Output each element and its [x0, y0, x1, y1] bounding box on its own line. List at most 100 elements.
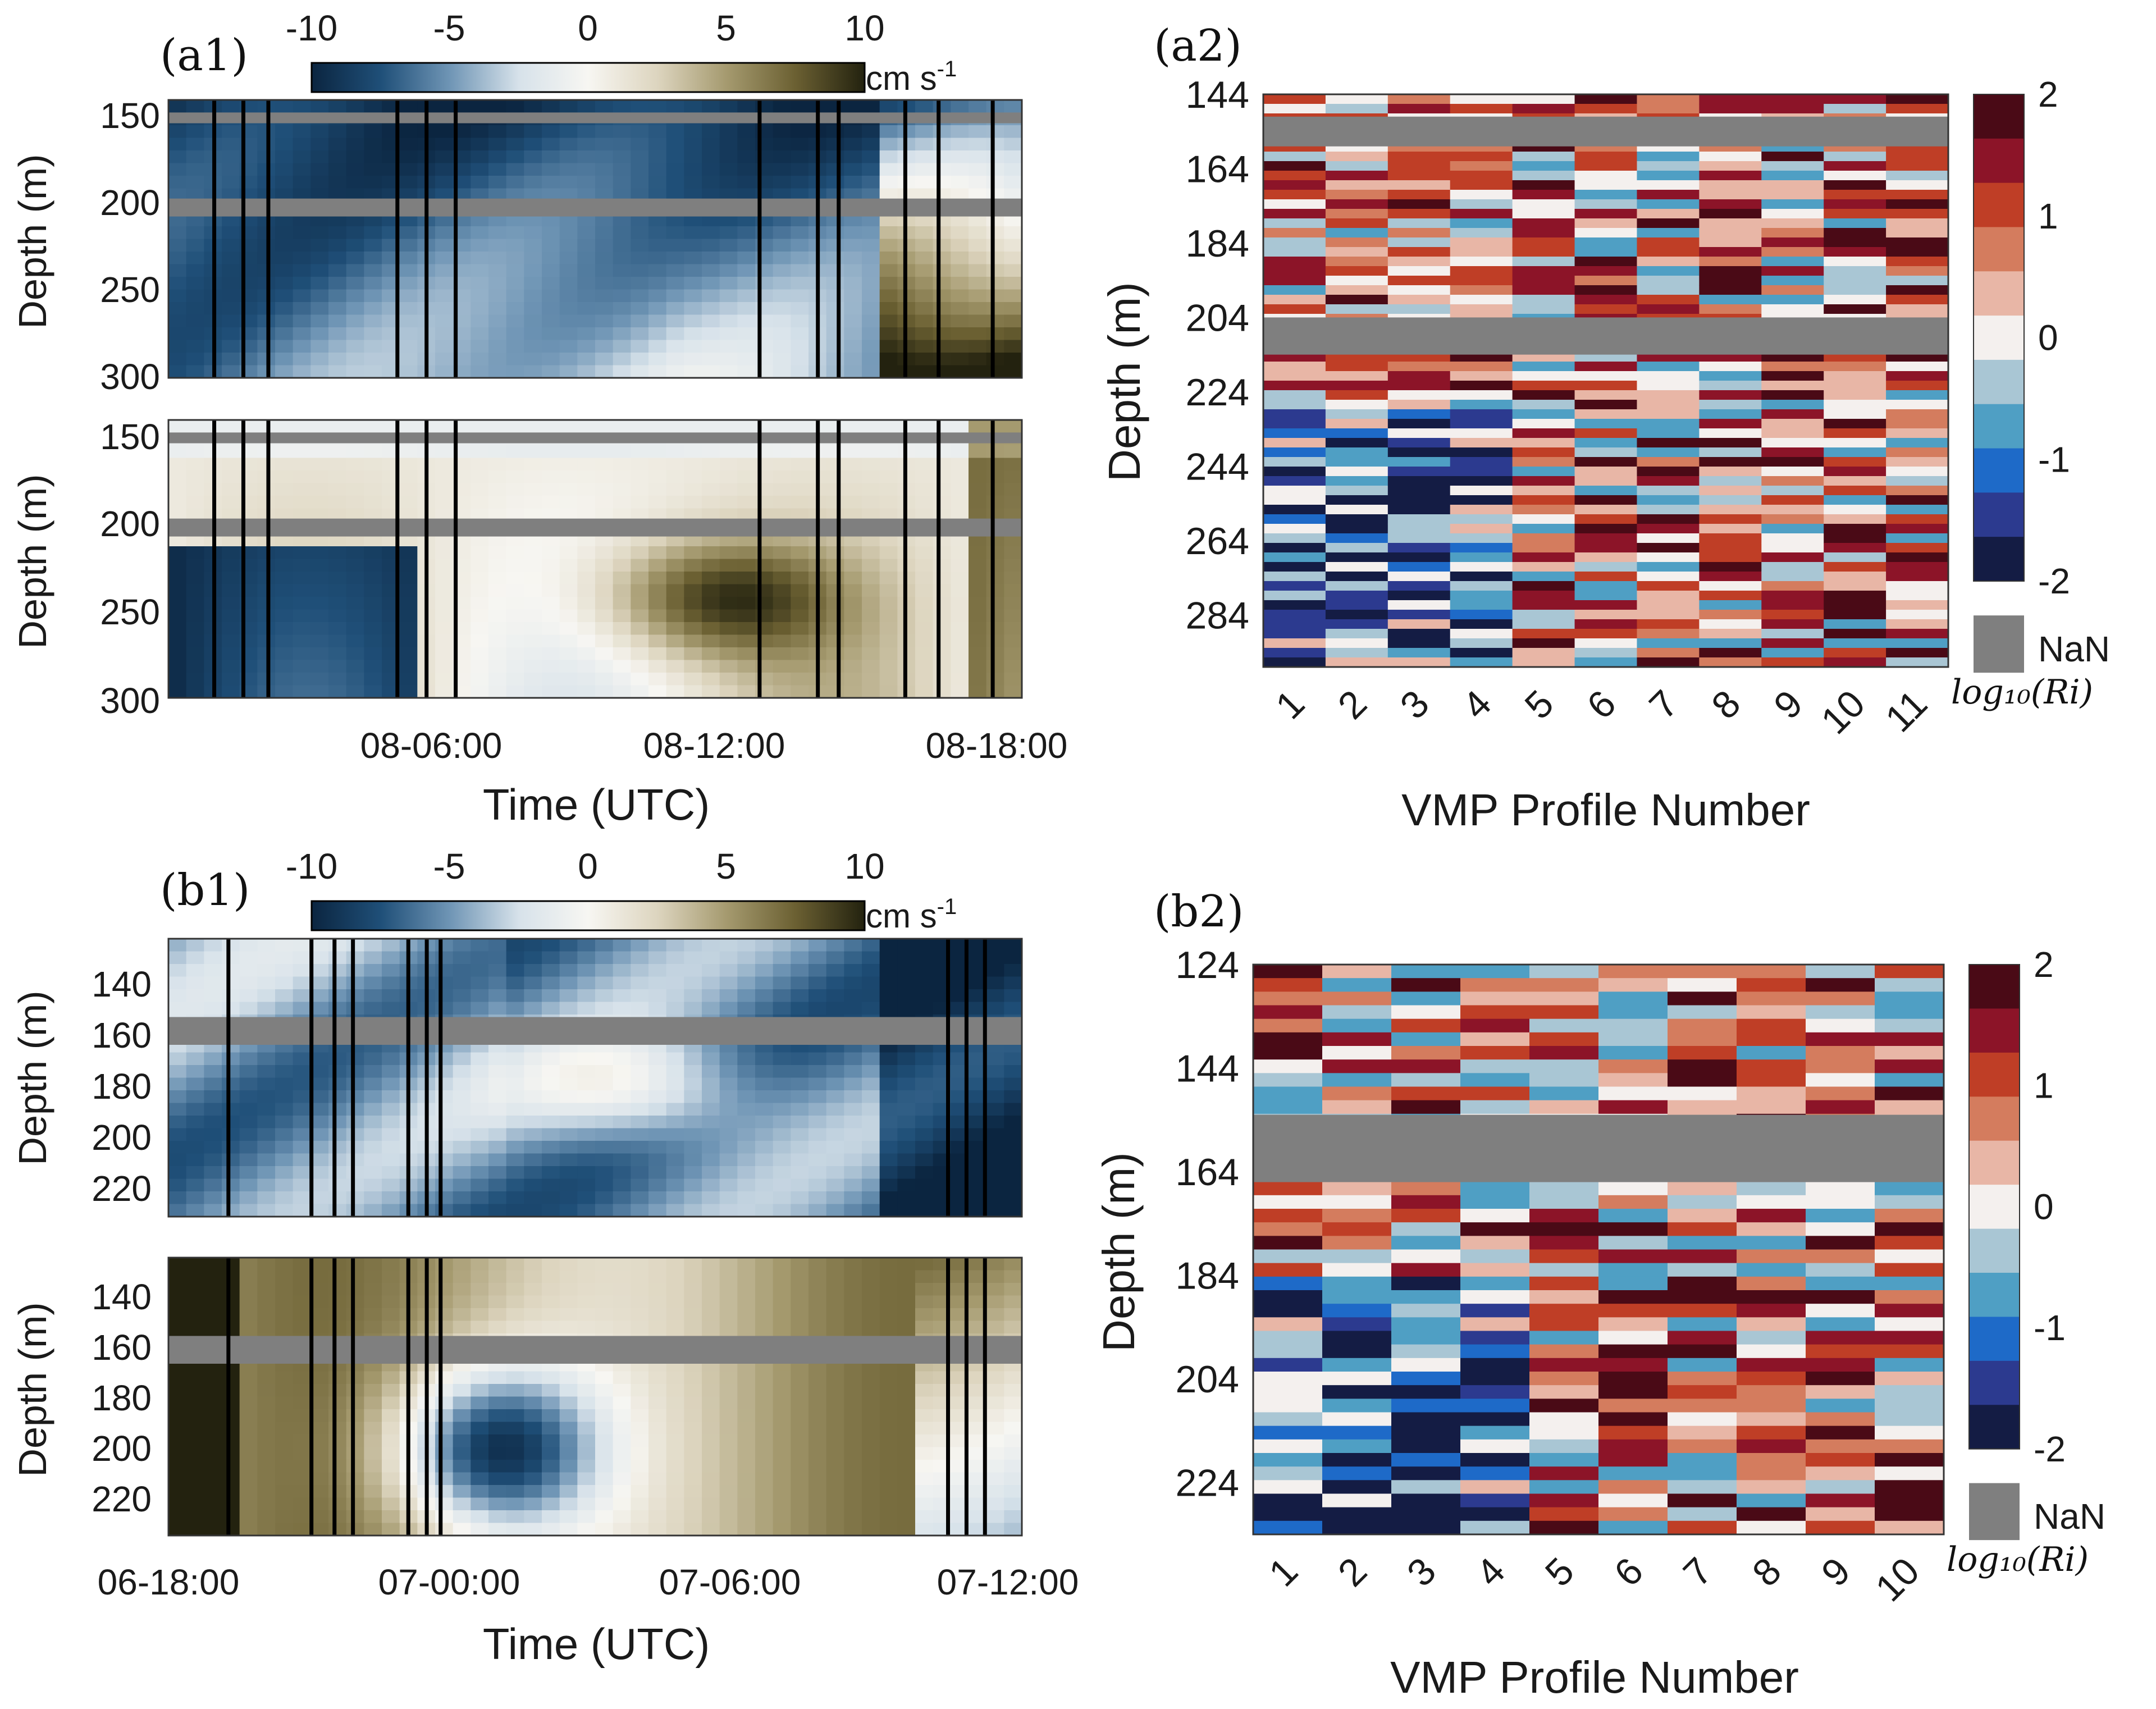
a1-top-cell — [702, 252, 720, 265]
b1-bottom-cell — [239, 1258, 258, 1271]
a2-ri-cell — [1574, 591, 1638, 601]
a1-bottom-cell — [524, 458, 542, 471]
b1-top-cell — [275, 1103, 294, 1116]
a1-bottom-cell — [488, 584, 507, 597]
b1-top-cell — [239, 1178, 258, 1192]
a1-bottom-cell — [399, 496, 418, 509]
b1-bottom-cell — [435, 1384, 454, 1397]
b1-bottom-cell — [310, 1460, 329, 1473]
b1-top-cell — [239, 1077, 258, 1091]
a2-ri-cell — [1574, 447, 1638, 458]
a1-bottom-cell — [471, 609, 489, 623]
b1-bottom-cell — [542, 1472, 560, 1486]
b1-top-cell — [666, 1052, 685, 1066]
a2-ri-cell — [1824, 362, 1886, 372]
b1-top-cell — [951, 964, 969, 977]
b1-top-cell — [488, 1204, 507, 1217]
a2-ri-cell — [1761, 257, 1824, 267]
b1-top-cell — [862, 1077, 880, 1091]
b1-top-cell — [773, 1128, 792, 1141]
a1-top-cell — [328, 327, 347, 341]
a2-ri-cell — [1387, 209, 1451, 219]
a1-top-cell — [310, 353, 329, 366]
b1-bottom-cell — [879, 1434, 898, 1448]
b1-bottom-cell — [275, 1270, 294, 1283]
a1-bottom-cell — [648, 622, 667, 636]
a1-top-cell — [506, 176, 525, 189]
ytick-a1t-2: 250 — [100, 269, 160, 310]
b1-bottom-cell — [577, 1308, 596, 1322]
b1-top-cell — [684, 939, 702, 952]
a1-top-cell — [844, 176, 862, 189]
b1-bottom-cell — [542, 1523, 560, 1536]
b1-top-cell — [222, 951, 240, 965]
b1-top-cell — [702, 1153, 720, 1167]
a1-top-cell — [791, 277, 809, 290]
b1-bottom-cell — [1004, 1460, 1022, 1473]
b1-bottom-cell — [791, 1510, 809, 1524]
b1-top-cell — [951, 976, 969, 990]
a2-ri-cell — [1574, 409, 1638, 419]
a1-bottom-cell — [879, 458, 898, 471]
a2-ri-cell — [1761, 228, 1824, 238]
b1-top-cell — [275, 951, 294, 965]
b1-top-cell — [577, 1191, 596, 1205]
b1-bottom-cell — [808, 1472, 827, 1486]
b1-bottom-cell — [293, 1409, 312, 1423]
b1-bottom-cell — [257, 1434, 276, 1448]
b1-bottom-cell — [239, 1270, 258, 1283]
b1-top-cell — [951, 1141, 969, 1154]
b1-bottom-cell — [257, 1258, 276, 1271]
b1-top-cell — [382, 1191, 400, 1205]
a2-ri-cell — [1263, 581, 1326, 591]
a1-top-cell — [364, 150, 382, 164]
a1-top-cell — [275, 327, 294, 341]
b1-bottom-cell — [542, 1283, 560, 1296]
a2-ri-cell — [1512, 190, 1575, 200]
b1-bottom-cell — [168, 1320, 187, 1334]
b1-bottom-cell — [1004, 1371, 1022, 1384]
b1-bottom-cell — [577, 1258, 596, 1271]
b1-bottom-cell — [204, 1320, 222, 1334]
b1-top-cell — [737, 1103, 756, 1116]
b1-top-cell — [986, 1065, 1005, 1079]
b1-top-cell — [310, 1204, 329, 1217]
b1-top-cell — [382, 964, 400, 977]
b1-top-cell — [506, 1191, 525, 1205]
a1-bottom-cell — [826, 445, 845, 459]
a1-top-cell — [969, 314, 987, 328]
b1-top-cell — [435, 1191, 454, 1205]
a1-bottom-cell — [435, 483, 454, 496]
b1-bottom-cell — [257, 1409, 276, 1423]
a1-top-cell — [648, 340, 667, 353]
a2-ri-cell — [1325, 371, 1388, 381]
b1-top-cell — [684, 1178, 702, 1192]
a1-bottom-cell — [222, 546, 240, 560]
b1-bottom-cell — [915, 1472, 934, 1486]
a1-top-cell — [328, 163, 347, 176]
b1-top-cell — [328, 1052, 347, 1066]
a2-ri-cell — [1263, 161, 1326, 171]
a1-top-cell — [986, 327, 1005, 341]
b1-top-cell — [897, 1128, 916, 1141]
a2-ri-cell — [1574, 562, 1638, 572]
a1-top-cell — [186, 277, 205, 290]
b1-top-cell — [559, 1116, 578, 1129]
a1-top-cell — [595, 264, 614, 277]
a2-ri-cell — [1263, 381, 1326, 391]
b1-bottom-cell — [755, 1460, 774, 1473]
a1-top-cell — [346, 226, 365, 240]
a1-bottom-cell — [879, 483, 898, 496]
a1-top-cell — [631, 138, 649, 151]
a1-bottom-cell — [346, 634, 365, 648]
a1-top-cell — [399, 289, 418, 303]
a1-bottom-cell — [524, 420, 542, 433]
b1-top-cell — [897, 1191, 916, 1205]
a1-top-cell — [826, 100, 845, 113]
a1-bottom-cell — [648, 673, 667, 686]
b1-top-cell — [559, 1178, 578, 1192]
b1-top-cell — [364, 1204, 382, 1217]
b1-top-cell — [382, 989, 400, 1003]
b1-bottom-cell — [666, 1485, 685, 1498]
a1-top-cell — [293, 239, 312, 252]
